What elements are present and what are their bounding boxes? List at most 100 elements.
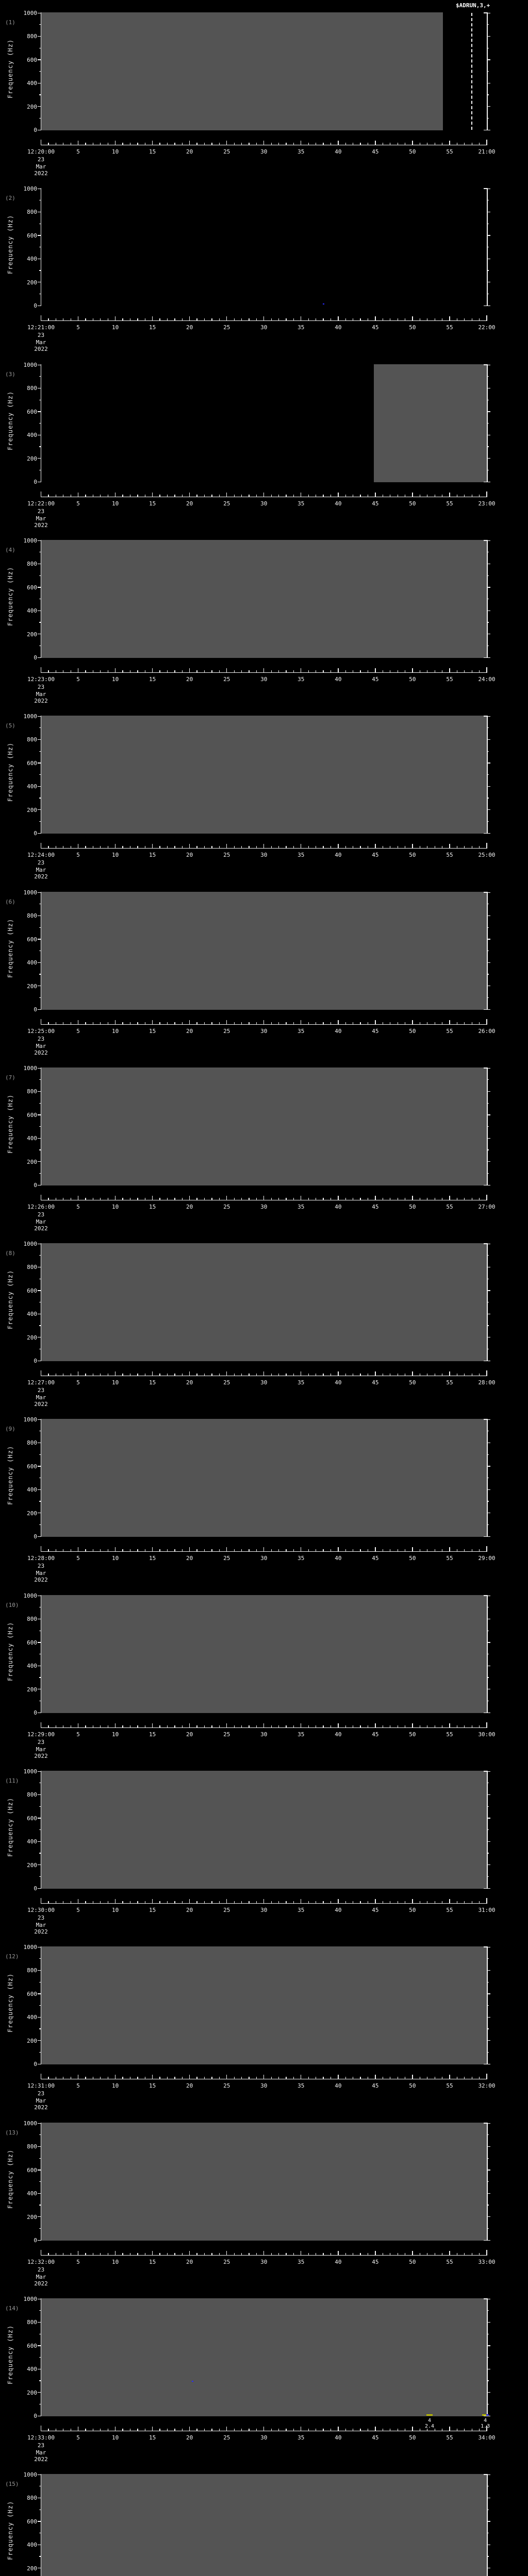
x-major-tick [263,1723,265,1727]
x-tick-label: 50 [409,2434,416,2441]
x-minor-tick [219,494,220,497]
x-tick-label: 20 [186,676,193,683]
y-minor-tick [39,2380,41,2381]
spectrogram-panel: (8) Frequency (Hz) 1000 800 600 400 200 0 12:27:… [0,1231,528,1407]
x-end-time-label: 33:00 [478,2259,496,2265]
y-tick-label: 800 [27,2319,37,2326]
x-minor-tick [345,1373,346,1376]
x-minor-tick [271,1197,272,1200]
y-major-tick [37,739,41,740]
y-major-tick [37,1091,41,1092]
y-axis-right-top-cap [484,540,487,541]
y-major-tick [37,2146,41,2147]
x-minor-tick [196,2076,197,2079]
x-tick-label: 40 [335,1028,342,1035]
x-major-tick [114,1723,116,1727]
y-minor-tick [39,71,41,72]
x-minor-tick [308,1022,309,1024]
x-axis-date-line: 23 [37,859,45,866]
y-minor-tick-right [487,821,489,822]
x-major-tick [189,2074,190,2079]
x-tick-label: 35 [298,1907,305,1913]
x-minor-tick [204,1901,205,1903]
y-axis-right-bottom-cap [484,1536,487,1537]
x-tick-label: 15 [149,1555,156,1562]
spectrogram-panel: (1) Frequency (Hz) 1000 800 600 400 200 0 12:20:… [0,0,528,177]
y-minor-tick [39,2134,41,2136]
y-axis-right-bottom-cap [484,129,487,130]
x-minor-tick [278,1725,279,1727]
y-minor-tick-right [487,1126,489,1127]
x-minor-tick [256,1725,257,1727]
x-tick-label: 55 [446,1379,453,1386]
x-major-tick [449,2074,450,2079]
x-tick-label: 20 [186,852,193,858]
y-major-tick-right [487,1536,490,1537]
y-axis-right [487,892,488,1010]
y-tick-label: 400 [27,959,37,967]
x-minor-tick [464,1022,465,1024]
y-axis-right [487,1243,488,1361]
x-minor-tick [100,1022,101,1024]
x-minor-tick [159,670,160,672]
y-major-tick-right [487,1794,490,1795]
x-minor-tick [182,1901,183,1903]
y-minor-tick [39,1079,41,1080]
x-tick-label: 10 [111,1555,119,1562]
y-major-tick-right [487,1290,490,1291]
y-minor-tick-right [487,94,489,95]
y-axis-right-top-cap [484,1243,487,1244]
x-tick-label: 30 [260,2082,268,2089]
y-major-tick [37,1993,41,1994]
x-tick-label: 40 [335,1379,342,1386]
y-minor-tick [39,94,41,95]
event-marker-dashed-line [471,13,473,130]
y-tick-label: 0 [34,830,37,837]
x-major-tick [263,668,265,672]
y-minor-tick-right [487,446,489,447]
x-minor-tick [234,1725,235,1727]
x-minor-tick [278,2252,279,2255]
x-minor-tick [196,1022,197,1024]
x-tick-label: 5 [76,2259,80,2265]
y-tick-label: 200 [27,2037,37,2044]
x-minor-tick [167,845,168,848]
y-minor-tick [39,2357,41,2358]
y-tick-label: 400 [27,256,37,263]
x-tick-label: 55 [446,852,453,858]
x-axis-date-line: Mar [36,163,46,170]
x-minor-tick [167,1549,168,1551]
spectrogram-panel: (12) Frequency (Hz) 1000 800 600 400 200 0 12:31… [0,1934,528,2110]
x-minor-tick [211,2252,212,2255]
y-axis-right [487,716,488,834]
y-tick-label: 0 [34,1006,37,1013]
x-minor-tick [100,142,101,145]
x-tick-label: 50 [409,1555,416,1562]
x-minor-tick [234,142,235,145]
y-tick-label: 600 [27,1815,37,1822]
x-major-tick [226,1195,227,1200]
x-tick-label: 50 [409,852,416,858]
x-major-tick [449,492,450,497]
x-minor-tick [293,845,294,848]
x-major-tick [189,1020,190,1024]
panel-index-label: (10) [5,1602,19,1608]
x-tick-label: 10 [111,1907,119,1913]
y-axis-right-bottom-cap [484,1888,487,1889]
x-major-tick [449,1371,450,1376]
x-minor-tick [122,2252,123,2255]
spectrogram-fill [41,1946,487,2064]
x-tick-label: 15 [149,148,156,155]
x-minor-tick [167,1901,168,1903]
x-major-tick [189,492,190,497]
x-minor-tick [204,2428,205,2431]
y-tick-label: 0 [34,302,37,309]
x-minor-tick [219,2252,220,2255]
spectrogram-fill [41,2123,487,2241]
x-axis-date-line: Mar [36,1569,46,1577]
x-tick-label: 40 [335,1204,342,1210]
y-major-tick [37,833,41,834]
x-minor-tick [234,2076,235,2079]
x-minor-tick [211,1022,212,1024]
y-tick-label: 200 [27,631,37,638]
